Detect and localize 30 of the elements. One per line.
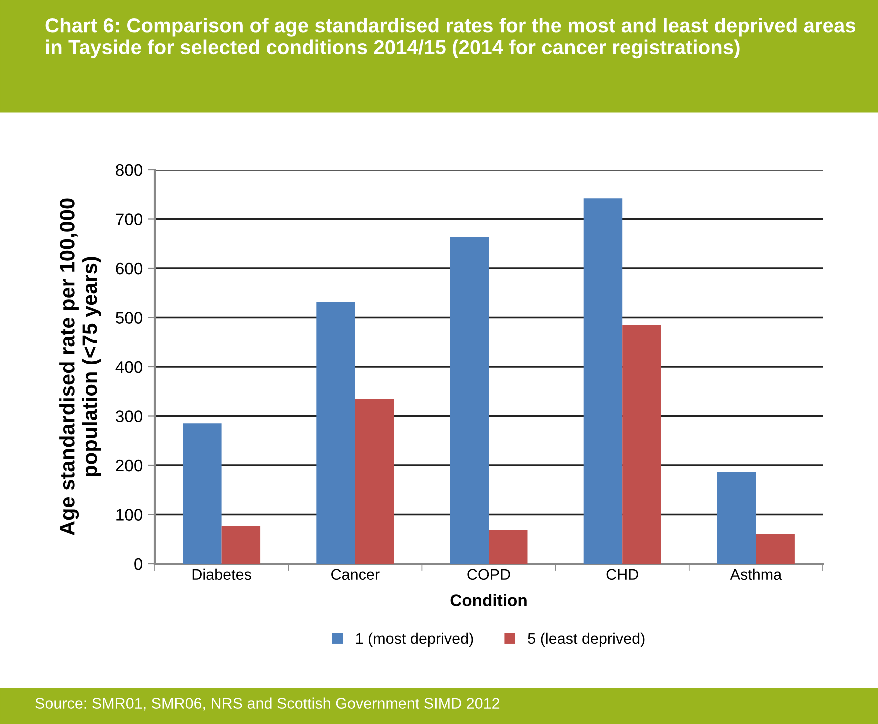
source-note: Source: SMR01, SMR06, NRS and Scottish Government SIMD 2012: [36, 698, 500, 711]
legend-label: 1 (most deprived): [356, 632, 474, 648]
x-tick-label: Asthma: [730, 568, 782, 580]
y-tick-label: 100: [116, 509, 143, 521]
bar: [489, 530, 528, 564]
bar: [622, 325, 662, 564]
x-tick-label: COPD: [468, 569, 510, 580]
bar: [717, 472, 756, 564]
y-tick-label: 600: [116, 262, 143, 275]
chart-title: Chart 6: Comparison of age standardised rates for the most and least deprived areas in Tayside for selected conditions 2014/15 (2014 for cancer registrations): [46, 18, 856, 59]
y-tick-label: 500: [116, 312, 143, 324]
x-axis-title: Condition: [450, 594, 527, 606]
y-tick-label: 200: [116, 460, 143, 472]
y-tick-label: 400: [116, 361, 143, 374]
bar: [222, 526, 261, 564]
x-tick-label: Diabetes: [192, 568, 252, 580]
y-tick-label: 0: [134, 558, 143, 570]
y-tick-label: 700: [116, 214, 143, 226]
y-axis-title: Age standardised rate per 100,000 population (<75 years): [60, 198, 102, 536]
bar: [450, 236, 489, 564]
x-tick-label: Cancer: [332, 569, 380, 580]
bar: [183, 424, 222, 564]
y-tick-label: 800: [116, 164, 143, 176]
bar: [316, 302, 356, 564]
bar: [756, 534, 795, 564]
bar: [584, 198, 623, 564]
y-tick-label: 300: [116, 410, 143, 422]
x-tick-label: CHD: [606, 569, 638, 580]
bar: [355, 399, 394, 564]
legend-label: 5 (least deprived): [528, 632, 645, 648]
